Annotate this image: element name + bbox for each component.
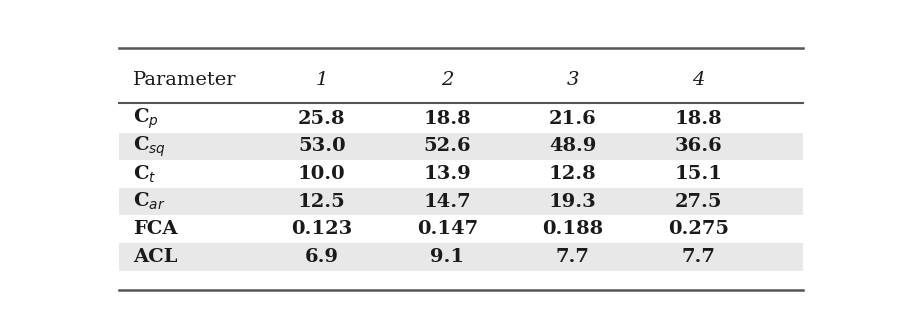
FancyBboxPatch shape [120, 243, 803, 271]
Text: 53.0: 53.0 [298, 137, 346, 155]
Text: 13.9: 13.9 [423, 165, 472, 183]
Text: C$_{sq}$: C$_{sq}$ [133, 134, 166, 159]
Text: 21.6: 21.6 [549, 110, 597, 128]
Text: 19.3: 19.3 [549, 193, 597, 211]
FancyBboxPatch shape [120, 133, 803, 160]
Text: 15.1: 15.1 [674, 165, 723, 183]
FancyBboxPatch shape [120, 188, 803, 215]
Text: 48.9: 48.9 [549, 137, 597, 155]
Text: 12.5: 12.5 [298, 193, 346, 211]
Text: 7.7: 7.7 [681, 248, 716, 266]
Text: ACL: ACL [133, 248, 178, 266]
Text: 0.123: 0.123 [291, 220, 353, 238]
Text: 1: 1 [316, 71, 328, 89]
Text: 7.7: 7.7 [556, 248, 590, 266]
Text: 52.6: 52.6 [424, 137, 471, 155]
Text: 0.188: 0.188 [543, 220, 603, 238]
Text: 4: 4 [692, 71, 705, 89]
Text: C$_p$: C$_p$ [133, 107, 159, 131]
Text: 10.0: 10.0 [298, 165, 346, 183]
Text: Parameter: Parameter [133, 71, 237, 89]
Text: 9.1: 9.1 [430, 248, 464, 266]
Text: 0.147: 0.147 [417, 220, 478, 238]
Text: 2: 2 [441, 71, 454, 89]
Text: 25.8: 25.8 [298, 110, 346, 128]
Text: 0.275: 0.275 [668, 220, 729, 238]
Text: 6.9: 6.9 [305, 248, 338, 266]
Text: 18.8: 18.8 [675, 110, 722, 128]
Text: 14.7: 14.7 [424, 193, 471, 211]
Text: C$_t$: C$_t$ [133, 163, 157, 185]
Text: 3: 3 [567, 71, 579, 89]
Text: 36.6: 36.6 [674, 137, 723, 155]
Text: 18.8: 18.8 [424, 110, 471, 128]
Text: 12.8: 12.8 [549, 165, 597, 183]
Text: FCA: FCA [133, 220, 178, 238]
Text: C$_{ar}$: C$_{ar}$ [133, 191, 166, 212]
Text: 27.5: 27.5 [675, 193, 722, 211]
